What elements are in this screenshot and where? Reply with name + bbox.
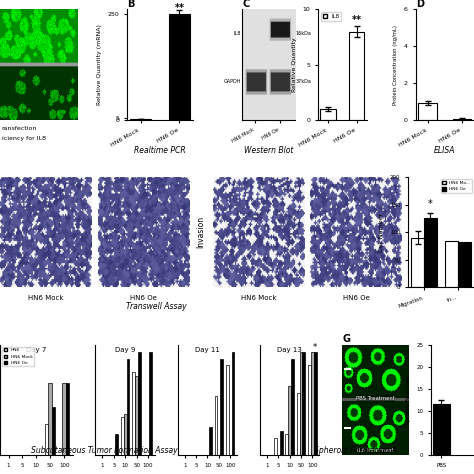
Bar [453, 119, 471, 120]
Bar [209, 428, 212, 455]
Text: Realtime PCR: Realtime PCR [134, 146, 186, 155]
Bar [232, 352, 235, 455]
Text: iciency for IL8: iciency for IL8 [1, 137, 46, 141]
Legend: HN6 Mo..., HN6 Oe: HN6 Mo..., HN6 Oe [441, 179, 472, 193]
Bar [138, 352, 141, 455]
Text: Day 7: Day 7 [26, 347, 46, 353]
Bar [349, 32, 365, 120]
Bar [280, 431, 283, 455]
Text: HN6 Oe: HN6 Oe [343, 295, 370, 301]
Text: PBS Treatment: PBS Treatment [356, 396, 395, 401]
Bar [418, 103, 437, 120]
Bar [433, 404, 450, 455]
Bar [115, 434, 118, 455]
Bar [274, 438, 277, 455]
Text: D: D [416, 0, 424, 9]
Bar [127, 358, 129, 455]
Text: IL8: IL8 [234, 31, 241, 36]
Bar [66, 383, 69, 455]
Bar [311, 352, 314, 455]
Text: *: * [428, 200, 433, 210]
Bar [308, 365, 311, 455]
Bar [48, 383, 52, 455]
Bar [52, 407, 55, 455]
Text: Day 11: Day 11 [195, 347, 220, 353]
Legend: HN6, HN6 Mock, HN6 Oe: HN6, HN6 Mock, HN6 Oe [2, 347, 34, 366]
Bar [226, 365, 229, 455]
Bar [135, 376, 138, 455]
Text: 16kDa: 16kDa [296, 31, 312, 36]
Text: GAPDH: GAPDH [224, 79, 241, 84]
Text: C: C [242, 0, 249, 9]
Bar [220, 358, 223, 455]
Legend: IL8: IL8 [321, 12, 341, 21]
Bar [300, 352, 302, 455]
Bar [149, 352, 152, 455]
Bar [424, 219, 437, 287]
Bar [445, 240, 458, 287]
Y-axis label: Relative Quantity: Relative Quantity [292, 37, 297, 92]
Bar [411, 238, 424, 287]
Bar [297, 393, 300, 455]
Text: Transwell Assay: Transwell Assay [126, 302, 187, 311]
Bar [124, 414, 127, 455]
Text: HN6 Mock: HN6 Mock [28, 295, 64, 301]
Y-axis label: Relative Quantity (mRNA): Relative Quantity (mRNA) [97, 24, 102, 105]
Text: **: ** [174, 3, 184, 13]
Y-axis label: Sphere Number: Sphere Number [406, 375, 411, 425]
Bar [291, 358, 294, 455]
Text: ELISA: ELISA [434, 146, 456, 155]
Text: B: B [127, 0, 134, 9]
Text: Invasion: Invasion [197, 216, 206, 248]
Text: IL8 Treatment: IL8 Treatment [357, 448, 393, 453]
Text: Day 13: Day 13 [277, 347, 302, 353]
Bar [458, 242, 471, 287]
Text: *: * [313, 343, 318, 352]
Bar [132, 372, 135, 455]
Text: HN6 Mock: HN6 Mock [241, 295, 276, 301]
Bar [320, 109, 336, 120]
Bar [63, 383, 66, 455]
Bar [302, 352, 305, 455]
Text: Day 9: Day 9 [115, 347, 136, 353]
Text: ransfection: ransfection [1, 127, 37, 131]
Bar [314, 352, 317, 455]
Bar [169, 14, 190, 120]
Text: G: G [342, 334, 350, 344]
Text: Western Blot: Western Blot [244, 146, 293, 155]
Text: **: ** [352, 15, 362, 25]
Bar [215, 396, 218, 455]
Text: 37kDa: 37kDa [296, 79, 312, 84]
Bar [121, 417, 124, 455]
Y-axis label: Cell Number: Cell Number [379, 213, 384, 252]
Text: Spheroid Formation A: Spheroid Formation A [314, 446, 397, 455]
Bar [288, 386, 291, 455]
Y-axis label: Protein Concentration (ng/mL): Protein Concentration (ng/mL) [393, 25, 399, 105]
Bar [285, 434, 288, 455]
Text: HN6 Oe: HN6 Oe [130, 295, 157, 301]
Bar [45, 424, 48, 455]
Text: Subcutaneous Tumor Formation Assay: Subcutaneous Tumor Formation Assay [31, 446, 178, 455]
